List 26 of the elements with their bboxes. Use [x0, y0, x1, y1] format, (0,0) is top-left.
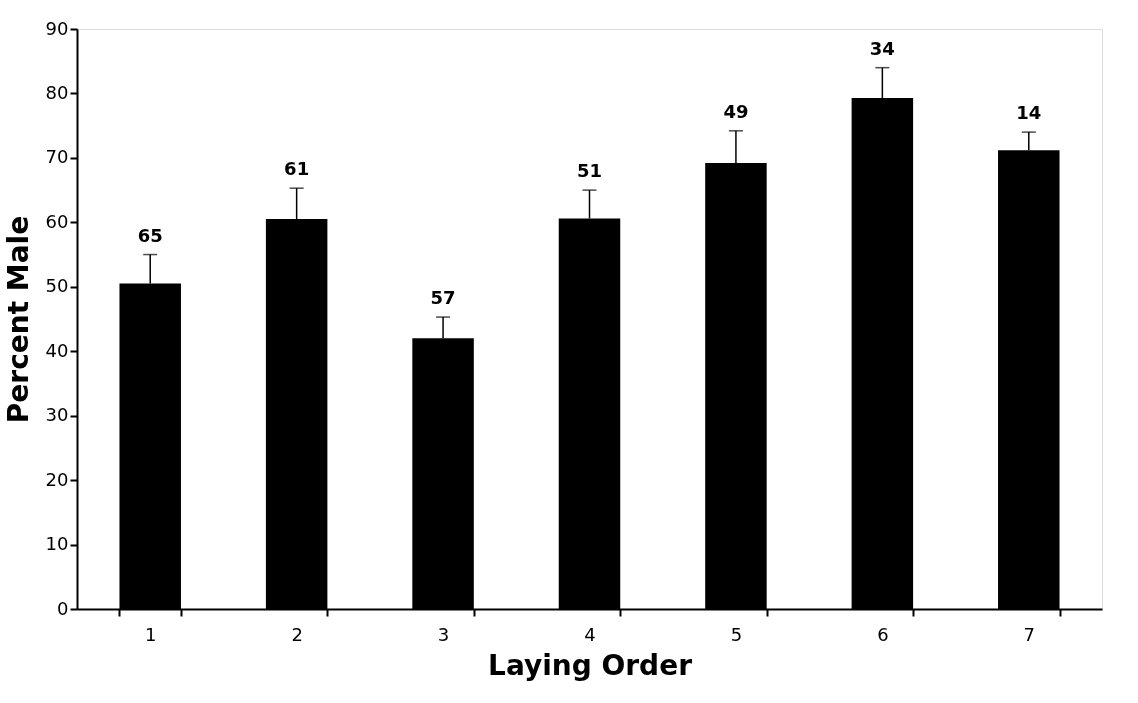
annotation: 57 [430, 287, 456, 309]
y-tick-label: 20 [45, 468, 69, 490]
y-tick-label: 10 [45, 533, 69, 555]
y-tick-label: 80 [45, 81, 69, 103]
annotation: 51 [576, 160, 603, 182]
y-tick-label: 70 [45, 146, 69, 168]
x-tick-label: 1 [144, 623, 157, 645]
x-tick-label: 7 [1023, 623, 1036, 645]
x-tick-label: 6 [877, 623, 889, 645]
x-tick-label: 2 [291, 623, 303, 645]
annotation: 49 [723, 100, 749, 122]
x-tick-label: 3 [437, 623, 450, 645]
x-tick-label: 4 [584, 623, 596, 645]
y-tick-label: 40 [45, 339, 69, 361]
y-tick-label: 0 [57, 597, 69, 619]
annotation: 65 [137, 224, 163, 246]
x-tick-label: 5 [730, 623, 743, 645]
y-tick-label: 30 [45, 404, 69, 426]
annotation: 34 [869, 37, 895, 59]
y-axis-title: Percent Male [1, 215, 35, 424]
x-axis-title: Laying Order [488, 648, 693, 682]
y-tick-label: 50 [45, 275, 69, 297]
y-tick-label: 60 [45, 210, 69, 232]
annotation: 14 [1016, 102, 1042, 124]
annotation: 61 [284, 158, 310, 180]
y-tick-label: 90 [45, 17, 69, 39]
